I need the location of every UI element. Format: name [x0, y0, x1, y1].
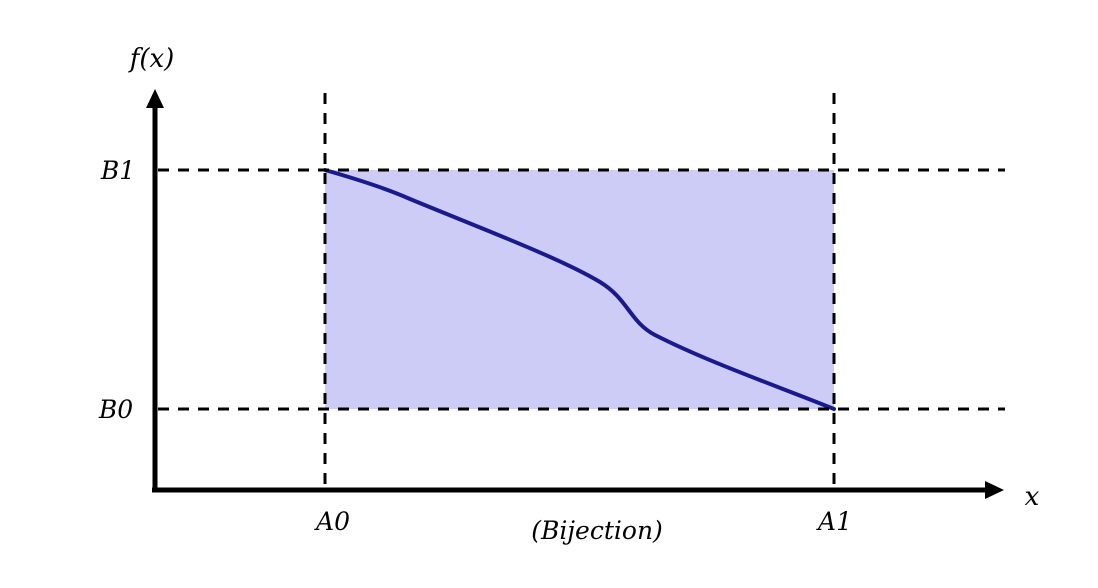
tick-label-a0: A0	[314, 507, 350, 536]
caption: (Bijection)	[531, 516, 663, 545]
tick-label-a1: A1	[816, 507, 852, 536]
y-axis-label: f(x)	[128, 44, 175, 74]
x-axis-arrowhead	[985, 481, 1004, 499]
shaded-region	[325, 170, 834, 409]
y-axis-arrowhead	[146, 89, 164, 108]
tick-label-b0: B0	[98, 395, 133, 424]
tick-label-b1: B1	[100, 156, 135, 185]
x-axis-label: x	[1025, 482, 1040, 512]
decreasing-curve	[323, 168, 836, 411]
